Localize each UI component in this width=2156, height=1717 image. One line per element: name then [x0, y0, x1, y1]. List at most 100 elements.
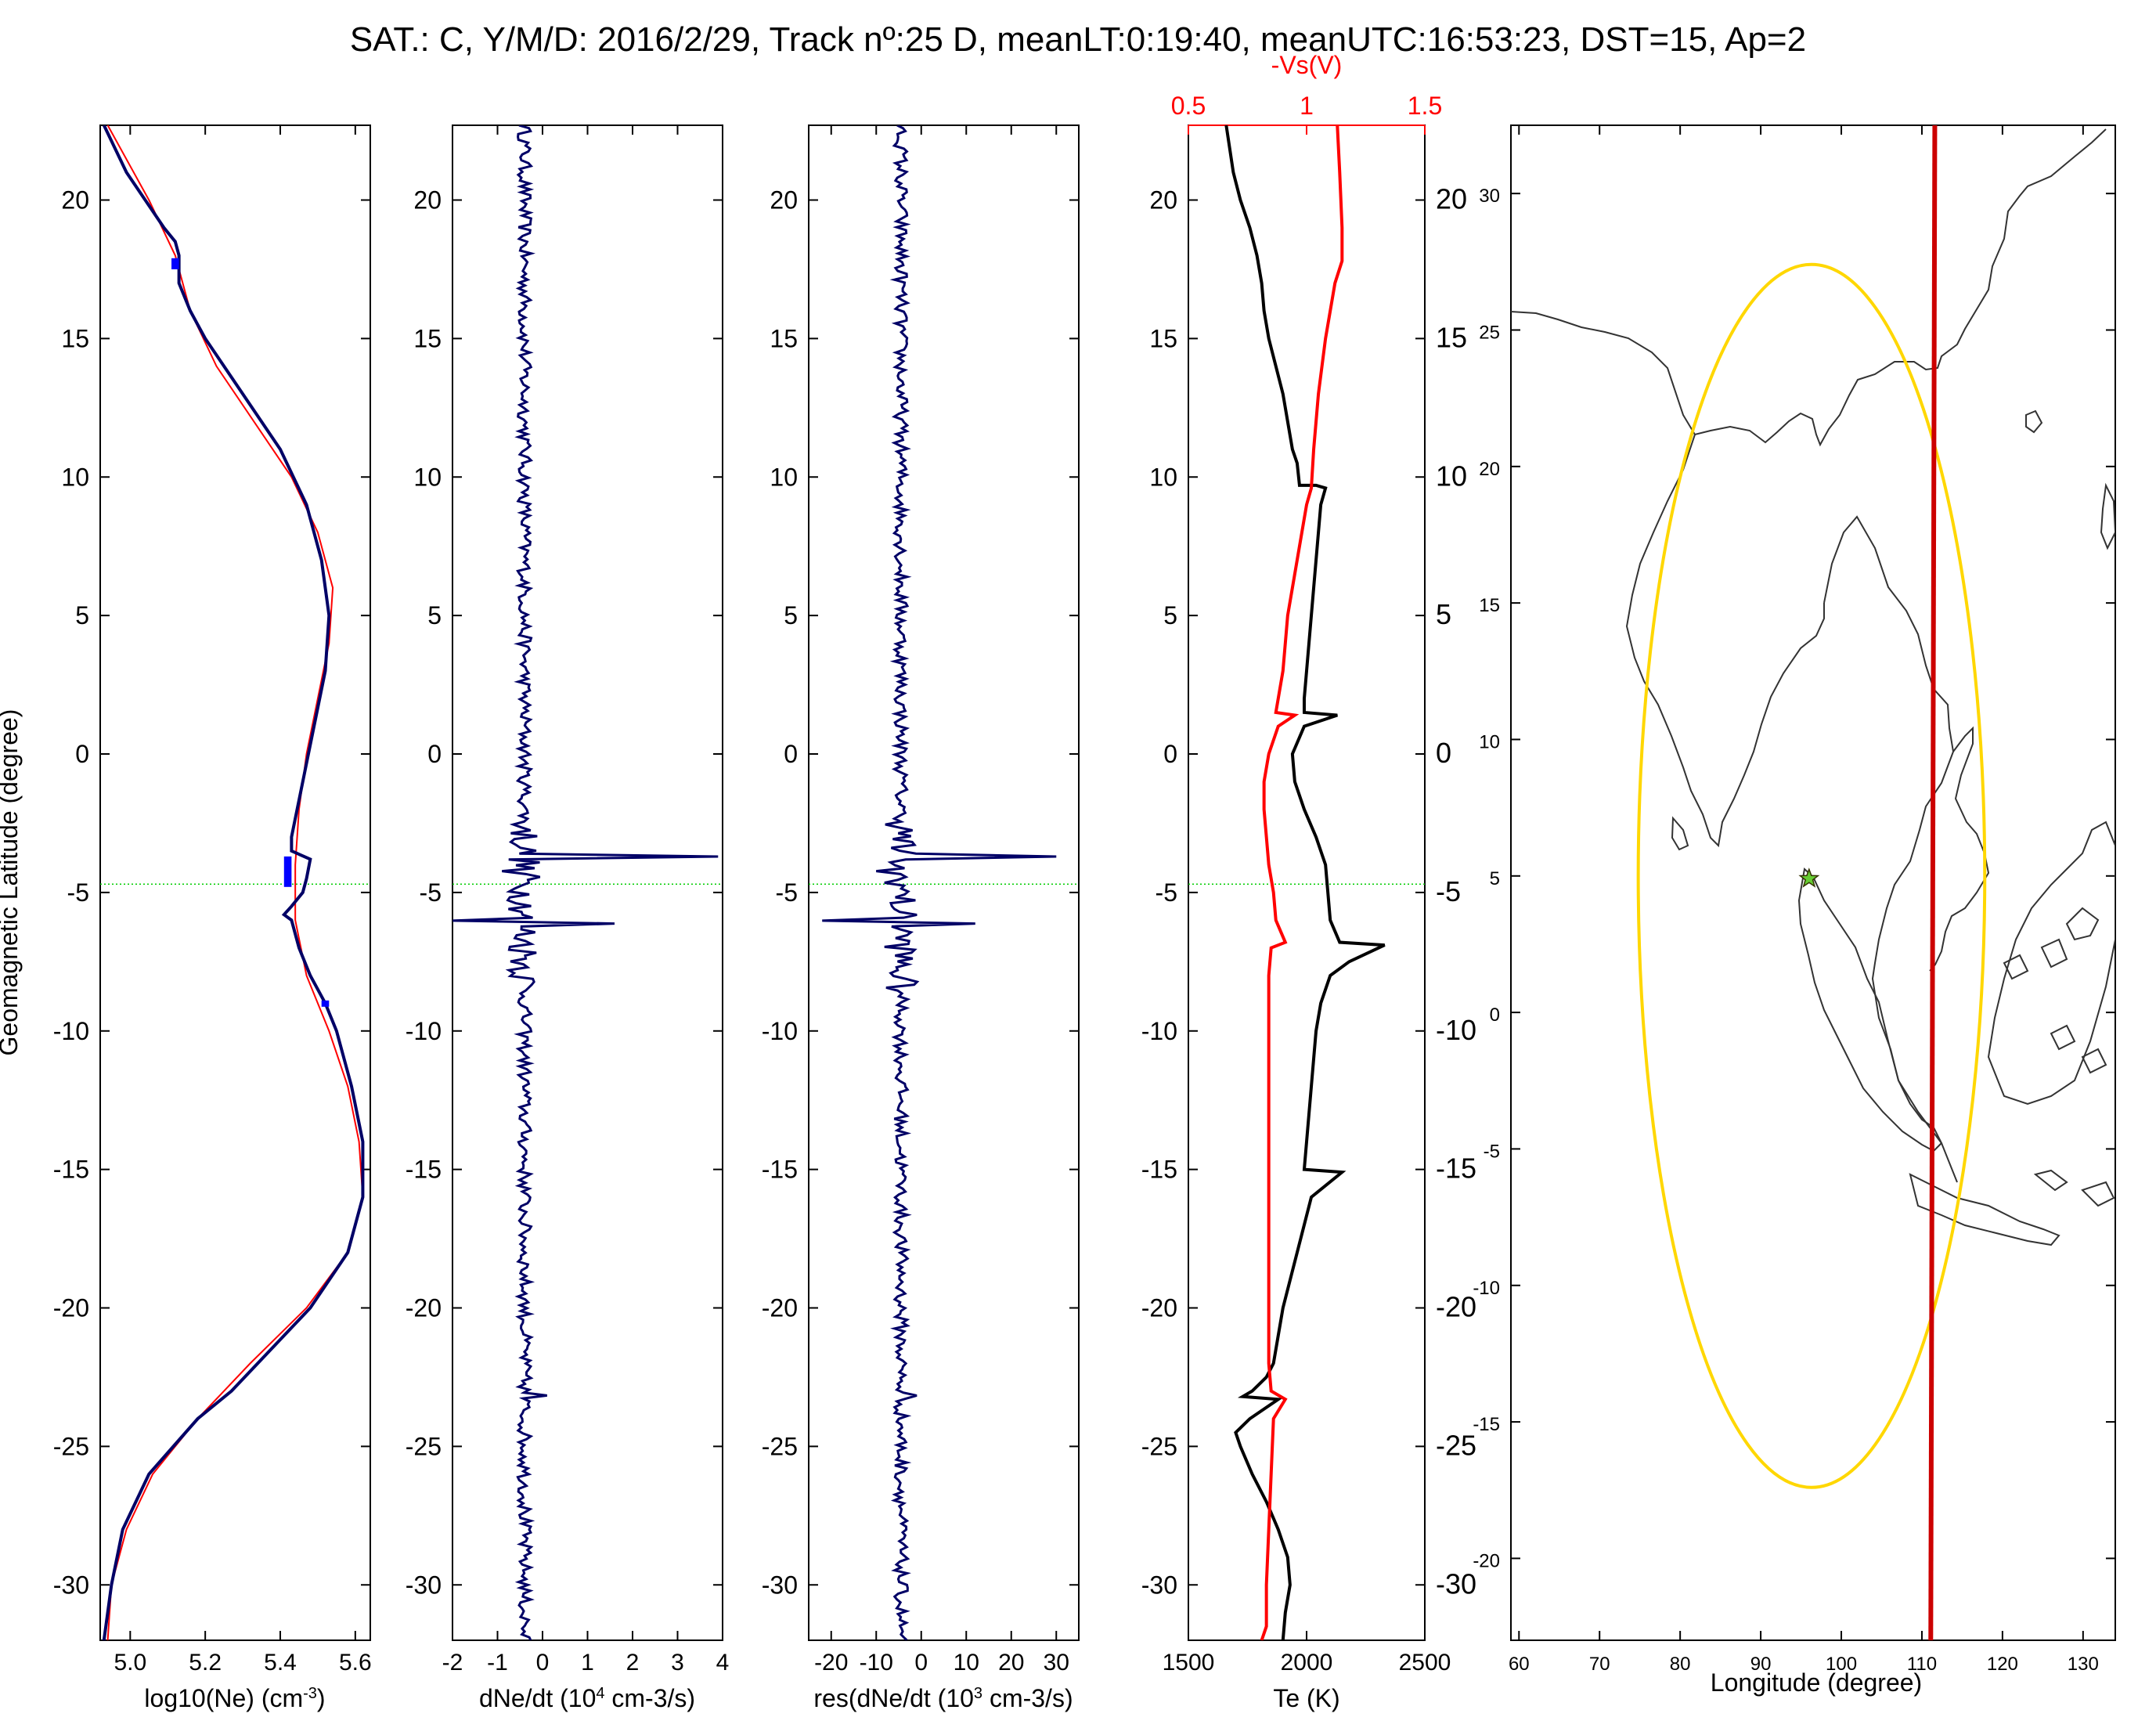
y-tick-label: -5	[1484, 1141, 1500, 1162]
y-tick-label: -5	[67, 878, 89, 907]
y-tick-label: -20	[1473, 1550, 1500, 1571]
y-tick-label: 20	[770, 186, 798, 215]
x-tick-label: 100	[1826, 1654, 1857, 1675]
y-tick-label: -25	[1141, 1432, 1177, 1460]
x-tick-label: -20	[814, 1650, 848, 1676]
y-tick-label: -5	[776, 878, 798, 907]
x-tick-label: 1500	[1163, 1650, 1215, 1676]
vs-line	[1260, 125, 1344, 1640]
coastline-indonesia-small	[2003, 954, 2107, 1074]
x-tick-label: -10	[860, 1650, 893, 1676]
dobrovolsky-area-ellipse	[1636, 262, 1987, 1489]
y-tick-label: 5	[75, 601, 89, 629]
y-tick-label-right: 15	[1436, 321, 1467, 353]
y-tick-label: 20	[1479, 459, 1500, 480]
x-tick-label: 90	[1750, 1654, 1772, 1675]
x-tick-label: 2	[626, 1650, 640, 1676]
x-tick-label: 5.4	[264, 1650, 297, 1676]
y-tick-label: 0	[75, 740, 89, 768]
x-tick-label: -2	[442, 1650, 463, 1676]
te-ticks: 1500 2000 2500 20 20 15 15 10 10 5 5 0 0 -5 -5 -10 -10 -1…	[1141, 92, 1476, 1676]
y-tick-label: -5	[420, 878, 442, 907]
y-tick-label: -10	[53, 1017, 89, 1045]
coastline-java	[1909, 1173, 2060, 1246]
y-tick-label: 15	[1149, 324, 1177, 352]
y-tick-label: 0	[427, 740, 442, 768]
res-axes-frame	[808, 124, 1080, 1641]
y-tick-label: -30	[406, 1571, 442, 1599]
te-line	[1224, 125, 1386, 1640]
x-tick-label: 10	[954, 1650, 979, 1676]
map-plot-area	[1511, 125, 2115, 1640]
x-tick-label: 3	[671, 1650, 684, 1676]
y-tick-label: 5	[427, 601, 442, 629]
x-tick-label: 0	[536, 1650, 550, 1676]
y-tick-label: 10	[413, 463, 442, 491]
vs-top-tick-label: 1	[1300, 92, 1314, 120]
y-tick-label: -30	[1141, 1571, 1177, 1599]
vs-top-label: -Vs(V)	[1271, 51, 1343, 79]
vs-top-tick-label: 0.5	[1171, 92, 1206, 120]
y-tick-label: -20	[1141, 1294, 1177, 1322]
y-tick-label-right: 0	[1436, 737, 1451, 769]
y-tick-label: 5	[1163, 601, 1177, 629]
y-tick-label: 10	[61, 463, 89, 491]
x-tick-label: -1	[487, 1650, 508, 1676]
y-tick-label-right: -25	[1436, 1429, 1476, 1461]
ne-panel: 5.0 5.2 5.4 5.6 20 15 10 5 0 -5 -10 -15 -20 -25 -30 Ge…	[0, 124, 372, 1712]
ne-axes-frame	[99, 124, 371, 1641]
dnedt-axes-frame	[452, 124, 723, 1641]
y-tick-label: 15	[770, 324, 798, 352]
x-tick-label: 0	[914, 1650, 928, 1676]
y-tick-label: -10	[1473, 1278, 1500, 1299]
ne-data-line	[102, 125, 365, 1640]
te-axes-frame	[1188, 124, 1426, 1641]
y-tick-label: 20	[1149, 186, 1177, 215]
y-tick-label: -15	[762, 1156, 798, 1184]
y-tick-label: 15	[413, 324, 442, 352]
satellite-track-line	[1928, 125, 1938, 1640]
x-tick-label: 5.2	[189, 1650, 222, 1676]
coastline-srilanka	[1671, 816, 1689, 851]
coastline-sumatra	[1797, 868, 1943, 1152]
y-tick-label: 20	[61, 186, 89, 215]
y-tick-label: -20	[406, 1294, 442, 1322]
coastlines	[1511, 128, 2115, 1246]
x-tick-label: 4	[716, 1650, 730, 1676]
y-tick-label-right: -20	[1436, 1291, 1476, 1323]
res-plot-area	[809, 125, 1079, 1640]
y-tick-label: 5	[1490, 868, 1500, 889]
y-tick-label: -5	[1156, 878, 1177, 907]
y-tick-label: 0	[1490, 1005, 1500, 1026]
coastline-arabia-india-indochina	[1511, 128, 2107, 447]
y-tick-label: -15	[1141, 1156, 1177, 1184]
te-panel: 1500 2000 2500 20 20 15 15 10 10 5 5 0 0 -5 -5 -10 -10 -1…	[1141, 51, 1476, 1712]
x-tick-label: 60	[1509, 1654, 1530, 1675]
y-tick-label-right: -5	[1436, 875, 1461, 907]
coastline-indochina	[1929, 726, 1990, 972]
y-tick-label-right: 10	[1436, 460, 1467, 492]
coastline-bay-bengal-east	[1823, 515, 1958, 1183]
x-tick-label: 2000	[1281, 1650, 1333, 1676]
y-tick-label: 5	[784, 601, 798, 629]
x-tick-label: 2500	[1399, 1650, 1451, 1676]
x-tick-label: 5.0	[114, 1650, 146, 1676]
y-tick-label: -15	[406, 1156, 442, 1184]
ne-plot-area	[100, 125, 370, 1640]
y-tick-label-right: 20	[1436, 183, 1467, 215]
coastline-borneo	[1987, 821, 2115, 1106]
y-tick-label: -15	[53, 1156, 89, 1184]
coastline-islands-east	[2033, 907, 2115, 1207]
coastline-hainan	[2025, 409, 2043, 434]
ne-ylabel: Geomagnetic Latitude (degree)	[0, 709, 23, 1056]
coastline-philippines	[2100, 482, 2115, 550]
res-data-line	[822, 125, 1057, 1640]
map-ticks: 60 70 80 90 100 110 120 130 30 25 20 15 10 5 0 -5 -10 -15…	[1473, 125, 2115, 1675]
y-tick-label: 30	[1479, 186, 1500, 207]
res-panel: -20 -10 0 10 20 30 20 15 10 5 0 -5 -10 -15 -20 -25 -30 r…	[762, 124, 1080, 1712]
dnedt-xlabel: dNe/dt (104 cm-3/s)	[479, 1684, 695, 1712]
ne-ticks: 5.0 5.2 5.4 5.6 20 15 10 5 0 -5 -10 -15 -20 -25 -30	[53, 125, 372, 1676]
